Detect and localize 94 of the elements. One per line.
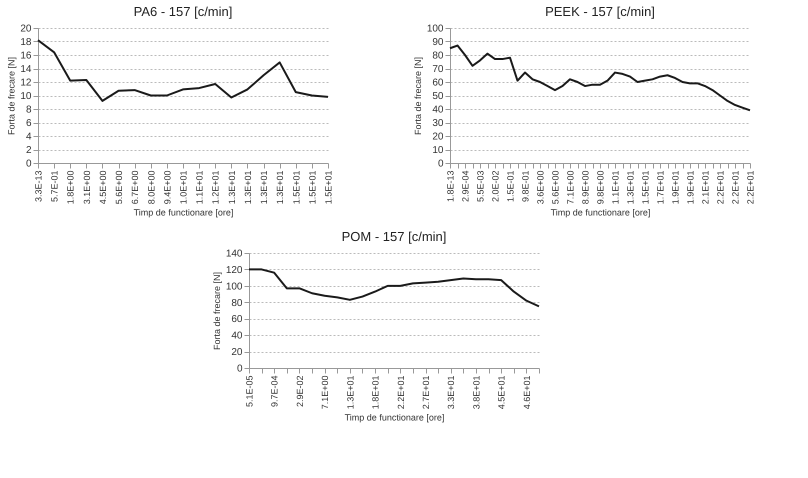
y-tick-label: 60 — [432, 78, 444, 88]
x-tick-label: 1.2E+01 — [210, 170, 221, 204]
x-axis-title: Timp de functionare [ore] — [344, 412, 444, 422]
y-tick-label: 2 — [26, 145, 32, 156]
y-tick-label: 20 — [20, 24, 32, 34]
y-tick-label: 40 — [231, 330, 243, 342]
x-tick-label: 3.1E+00 — [82, 170, 92, 204]
x-tick-label: 2.1E+01 — [700, 170, 710, 204]
x-tick-label: 5.6E+00 — [114, 170, 124, 204]
y-tick-label: 10 — [20, 91, 32, 102]
x-tick-label: 9.4E+00 — [162, 170, 172, 204]
x-tick-label: 1.5E+01 — [324, 170, 334, 204]
x-tick-label: 1.3E+01 — [345, 376, 356, 410]
x-tick-label: 4.5E+00 — [98, 170, 108, 204]
x-tick-label: 5.6E+00 — [550, 170, 560, 204]
y-tick-label: 140 — [226, 248, 243, 260]
y-tick-label: 18 — [20, 37, 32, 48]
y-tick-label: 0 — [438, 158, 444, 170]
x-tick-label: 1.3E+01 — [242, 170, 253, 204]
x-tick-label: 7.1E+00 — [566, 170, 576, 204]
y-tick-label: 20 — [432, 132, 444, 142]
x-tick-label: 1.3E+01 — [226, 170, 237, 204]
y-tick-label: 80 — [432, 50, 444, 62]
x-tick-label: 8.0E+00 — [146, 170, 156, 204]
y-tick-label: 20 — [231, 347, 243, 358]
x-tick-label: 2.0E-02 — [490, 170, 500, 202]
y-tick-label: 100 — [226, 281, 243, 292]
y-tick-label: 6 — [26, 118, 32, 129]
x-tick-label: 2.2E+01 — [746, 170, 756, 204]
x-tick-label: 3.3E+01 — [446, 376, 456, 410]
x-tick-label: 1.9E+01 — [686, 170, 696, 204]
x-tick-label: 6.7E+00 — [130, 170, 140, 204]
y-tick-label: 4 — [26, 132, 32, 142]
x-tick-label: 4.5E+01 — [496, 376, 507, 410]
x-tick-label: 7.1E+00 — [320, 376, 330, 410]
line-series — [449, 44, 751, 112]
x-tick-label: 5.5E-03 — [476, 170, 486, 202]
y-axis-title: Forta de frecare [N] — [212, 272, 222, 350]
x-tick-label: 1.1E+01 — [610, 170, 620, 204]
chart-title: PA6 - 157 [c/min] — [134, 4, 232, 19]
y-tick-label: 10 — [432, 145, 444, 156]
x-tick-label: 4.6E+01 — [522, 376, 532, 410]
y-tick-label: 40 — [432, 104, 444, 116]
x-tick-label: 8.9E+00 — [580, 170, 590, 204]
x-tick-label: 2.9E-02 — [294, 376, 305, 408]
x-tick-label: 2.2E+01 — [730, 170, 740, 204]
x-tick-label: 9.8E+00 — [596, 170, 606, 204]
x-tick-label: 1.8E+01 — [370, 376, 381, 410]
x-tick-label: 1.1E+01 — [194, 170, 205, 204]
x-axis-title: Timp de functionare [ore] — [134, 207, 234, 218]
x-tick-label: 1.9E+01 — [670, 170, 680, 204]
y-tick-label: 90 — [432, 37, 444, 48]
x-tick-label: 1.0E+01 — [178, 170, 188, 204]
x-tick-label: 2.2E+01 — [716, 170, 726, 204]
y-tick-label: 100 — [426, 24, 444, 34]
y-tick-label: 60 — [231, 314, 243, 326]
y-tick-label: 14 — [20, 64, 32, 75]
y-tick-label: 70 — [432, 64, 444, 75]
chart-title: PEEK - 157 [c/min] — [545, 4, 655, 19]
x-tick-label: 1.3E+01 — [626, 170, 636, 204]
x-tick-label: 3.3E-13 — [34, 170, 44, 202]
y-tick-label: 0 — [236, 364, 243, 374]
x-tick-label: 1.7E+01 — [656, 170, 666, 204]
x-tick-label: 1.5E+01 — [640, 170, 650, 204]
y-tick-label: 8 — [26, 104, 32, 116]
y-axis-title: Forta de frecare [N] — [412, 56, 423, 136]
x-tick-label: 1.5E+01 — [291, 170, 302, 204]
x-tick-label: 9.7E-04 — [270, 376, 280, 408]
chart-title: POM - 157 [c/min] — [342, 229, 446, 244]
x-tick-label: 5.7E-01 — [50, 170, 60, 202]
x-tick-label: 1.3E+01 — [259, 170, 270, 204]
y-tick-label: 30 — [432, 118, 444, 129]
y-tick-label: 120 — [226, 264, 243, 276]
x-tick-label: 2.9E-04 — [460, 170, 470, 202]
y-tick-label: 16 — [20, 50, 32, 62]
line-series — [37, 39, 329, 102]
x-tick-label: 1.3E+01 — [275, 170, 286, 204]
x-tick-label: 2.2E+01 — [396, 376, 406, 410]
x-tick-label: 9.8E-01 — [520, 170, 530, 202]
x-tick-label: 3.6E+00 — [536, 170, 546, 204]
line-series — [248, 268, 540, 308]
y-axis-title: Forta de frecare [N] — [6, 56, 16, 136]
x-tick-label: 1.5E-01 — [506, 170, 516, 202]
x-tick-label: 3.8E+01 — [471, 376, 482, 410]
x-tick-label: 2.7E+01 — [421, 376, 432, 410]
x-tick-label: 1.5E+01 — [307, 170, 318, 204]
x-tick-label: 1.8E-13 — [446, 170, 456, 202]
x-axis-title: Timp de functionare [ore] — [550, 207, 650, 218]
x-tick-label: 5.1E-05 — [244, 376, 254, 408]
y-tick-label: 80 — [231, 298, 243, 309]
y-tick-label: 12 — [20, 78, 32, 88]
x-tick-label: 1.8E+00 — [66, 170, 76, 204]
y-tick-label: 50 — [432, 91, 444, 102]
y-tick-label: 0 — [26, 158, 32, 170]
